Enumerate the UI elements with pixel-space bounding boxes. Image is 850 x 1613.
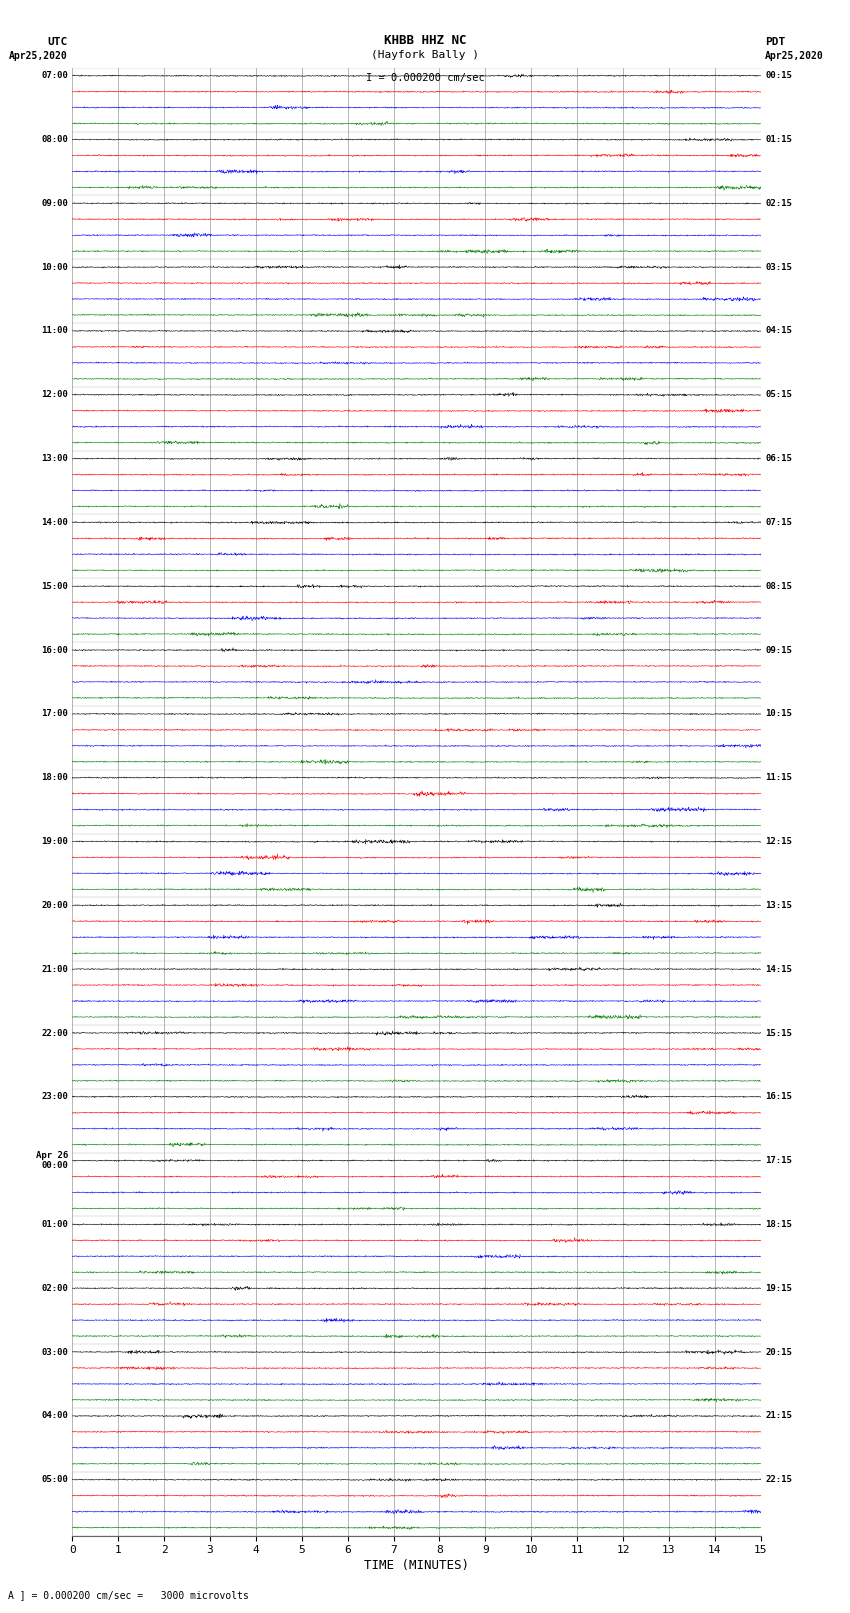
Text: 17:00: 17:00 xyxy=(41,710,68,718)
Text: Apr25,2020: Apr25,2020 xyxy=(9,52,68,61)
Text: 15:15: 15:15 xyxy=(765,1029,792,1037)
Text: 05:15: 05:15 xyxy=(765,390,792,400)
Text: 18:15: 18:15 xyxy=(765,1219,792,1229)
Text: I = 0.000200 cm/sec: I = 0.000200 cm/sec xyxy=(366,73,484,82)
Text: 16:15: 16:15 xyxy=(765,1092,792,1102)
Text: 03:15: 03:15 xyxy=(765,263,792,271)
Text: 09:00: 09:00 xyxy=(41,198,68,208)
Text: 13:15: 13:15 xyxy=(765,902,792,910)
Text: A ] = 0.000200 cm/sec =   3000 microvolts: A ] = 0.000200 cm/sec = 3000 microvolts xyxy=(8,1590,249,1600)
Text: 01:15: 01:15 xyxy=(765,135,792,144)
Text: 10:00: 10:00 xyxy=(41,263,68,271)
Text: 22:15: 22:15 xyxy=(765,1476,792,1484)
Text: KHBB HHZ NC: KHBB HHZ NC xyxy=(383,34,467,47)
Text: Apr25,2020: Apr25,2020 xyxy=(765,52,824,61)
Text: 13:00: 13:00 xyxy=(41,455,68,463)
Text: 19:15: 19:15 xyxy=(765,1284,792,1292)
Text: 00:15: 00:15 xyxy=(765,71,792,81)
Text: 17:15: 17:15 xyxy=(765,1157,792,1165)
Text: 05:00: 05:00 xyxy=(41,1476,68,1484)
Text: 02:00: 02:00 xyxy=(41,1284,68,1292)
Text: 11:15: 11:15 xyxy=(765,773,792,782)
Text: 22:00: 22:00 xyxy=(41,1029,68,1037)
Text: 08:00: 08:00 xyxy=(41,135,68,144)
Text: 03:00: 03:00 xyxy=(41,1347,68,1357)
Text: 15:00: 15:00 xyxy=(41,582,68,590)
Text: Apr 26
00:00: Apr 26 00:00 xyxy=(36,1152,68,1171)
Text: 10:15: 10:15 xyxy=(765,710,792,718)
Text: 14:15: 14:15 xyxy=(765,965,792,974)
Text: 08:15: 08:15 xyxy=(765,582,792,590)
Text: 04:15: 04:15 xyxy=(765,326,792,336)
Text: 14:00: 14:00 xyxy=(41,518,68,527)
Text: 12:00: 12:00 xyxy=(41,390,68,400)
Text: 16:00: 16:00 xyxy=(41,645,68,655)
Text: PDT: PDT xyxy=(765,37,785,47)
Text: 09:15: 09:15 xyxy=(765,645,792,655)
Text: 07:00: 07:00 xyxy=(41,71,68,81)
Text: 11:00: 11:00 xyxy=(41,326,68,336)
Text: 19:00: 19:00 xyxy=(41,837,68,847)
Text: UTC: UTC xyxy=(48,37,68,47)
Text: 20:00: 20:00 xyxy=(41,902,68,910)
Text: 12:15: 12:15 xyxy=(765,837,792,847)
Text: 06:15: 06:15 xyxy=(765,455,792,463)
Text: 02:15: 02:15 xyxy=(765,198,792,208)
Text: 20:15: 20:15 xyxy=(765,1347,792,1357)
Text: 07:15: 07:15 xyxy=(765,518,792,527)
Text: 04:00: 04:00 xyxy=(41,1411,68,1421)
Text: (Hayfork Bally ): (Hayfork Bally ) xyxy=(371,50,479,60)
X-axis label: TIME (MINUTES): TIME (MINUTES) xyxy=(364,1560,469,1573)
Text: 21:15: 21:15 xyxy=(765,1411,792,1421)
Text: 21:00: 21:00 xyxy=(41,965,68,974)
Text: 23:00: 23:00 xyxy=(41,1092,68,1102)
Text: 18:00: 18:00 xyxy=(41,773,68,782)
Text: 01:00: 01:00 xyxy=(41,1219,68,1229)
